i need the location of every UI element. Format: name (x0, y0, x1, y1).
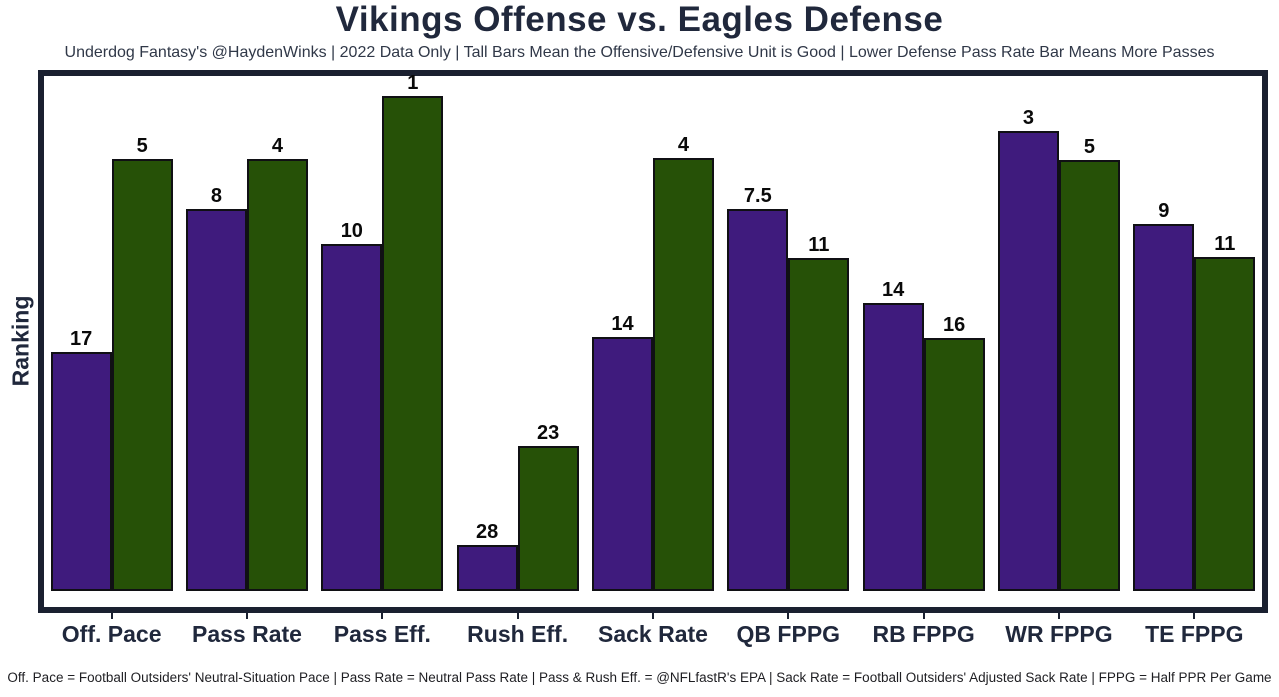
defense-bar: 1 (382, 72, 444, 591)
offense-bar: 9 (1133, 200, 1195, 591)
offense-bar: 10 (321, 220, 383, 591)
offense-bar: 14 (862, 279, 924, 591)
offense-bar-rect (997, 131, 1059, 591)
x-axis-category: TE FPPG (1127, 613, 1262, 648)
defense-bar-rect (1058, 160, 1120, 591)
x-axis-label: TE FPPG (1145, 621, 1244, 647)
bar-value-label: 9 (1158, 200, 1170, 222)
bar-value-label: 28 (476, 521, 499, 543)
chart-subtitle: Underdog Fantasy's @HaydenWinks | 2022 D… (64, 44, 1215, 61)
x-tick-mark (651, 613, 654, 619)
offense-bar-rect (591, 337, 653, 591)
bar-value-label: 11 (1214, 233, 1236, 255)
x-axis-category: Pass Rate (179, 613, 314, 648)
defense-bar-rect (517, 446, 579, 591)
plot-frame: 17 5 8 4 10 1 28 23 14 4 7.5 11 14 16 3 5 9 11 (38, 70, 1268, 613)
x-tick-mark (110, 613, 113, 619)
bar-value-label: 14 (882, 279, 905, 301)
defense-bar: 4 (652, 134, 714, 591)
x-axis-category: Sack Rate (585, 613, 720, 648)
bar-value-label: 5 (1083, 136, 1096, 158)
x-tick-mark (922, 613, 925, 619)
bars-row: 17 5 8 4 10 1 28 23 14 4 7.5 11 14 16 3 5 9 11 (44, 72, 1262, 607)
x-axis-label: Rush Eff. (467, 621, 569, 647)
bar-group: 17 5 (44, 76, 179, 591)
x-axis-category: WR FPPG (991, 613, 1126, 648)
bar-value-label: 10 (340, 220, 363, 242)
chart-title: Vikings Offense vs. Eagles Defense (335, 0, 944, 39)
x-axis-label: Pass Rate (192, 621, 302, 647)
offense-bar: 28 (456, 521, 518, 591)
bar-value-label: 7.5 (743, 185, 772, 207)
defense-bar-rect (788, 258, 850, 591)
bar-value-label: 4 (677, 134, 690, 156)
offense-bar-rect (321, 244, 383, 591)
x-axis-category: RB FPPG (856, 613, 991, 648)
bar-group: 7.5 11 (721, 76, 856, 591)
defense-bar-rect (652, 158, 714, 591)
x-axis-label: Off. Pace (61, 621, 162, 647)
defense-bar: 23 (517, 422, 579, 591)
bar-value-label: 3 (1022, 107, 1035, 129)
bar-value-label: 14 (611, 313, 634, 335)
offense-bar-rect (727, 209, 789, 591)
x-axis-label: WR FPPG (1005, 621, 1113, 647)
x-tick-mark (1193, 613, 1196, 619)
offense-bar: 8 (185, 185, 247, 591)
x-axis-labels: Off. Pace Pass Rate Pass Eff. Rush Eff. Sack… (44, 613, 1262, 648)
bar-value-label: 11 (808, 234, 830, 256)
defense-bar: 16 (923, 314, 985, 591)
x-axis-label: QB FPPG (736, 621, 841, 647)
offense-bar-rect (185, 209, 247, 591)
offense-bar: 17 (50, 328, 112, 591)
defense-bar: 11 (788, 234, 850, 591)
x-axis-category: Off. Pace (44, 613, 179, 648)
defense-bar-rect (923, 338, 985, 591)
x-axis-label: RB FPPG (872, 621, 975, 647)
defense-bar: 4 (246, 135, 308, 591)
offense-bar: 7.5 (727, 185, 789, 591)
x-axis-category: QB FPPG (721, 613, 856, 648)
bar-group: 14 16 (856, 76, 991, 591)
bar-group: 28 23 (450, 76, 585, 591)
x-tick-mark (245, 613, 248, 619)
offense-bar: 14 (591, 313, 653, 591)
x-axis-category: Rush Eff. (450, 613, 585, 648)
bar-group: 14 4 (585, 76, 720, 591)
bar-value-label: 16 (943, 314, 966, 336)
bar-value-label: 17 (70, 328, 93, 350)
y-axis-label: Ranking (7, 295, 34, 387)
footnote-caption: Off. Pace = Football Outsiders' Neutral-… (7, 670, 1272, 685)
offense-bar-rect (862, 303, 924, 591)
x-axis-label: Pass Eff. (333, 621, 431, 647)
bar-group: 10 1 (315, 72, 450, 591)
offense-bar-rect (50, 352, 112, 591)
bar-value-label: 23 (537, 422, 560, 444)
defense-bar-rect (111, 159, 173, 591)
offense-bar-rect (1133, 224, 1195, 591)
bar-value-label: 5 (136, 135, 148, 157)
x-tick-mark (381, 613, 384, 619)
bar-group: 9 11 (1127, 76, 1262, 591)
x-axis-label: Sack Rate (597, 621, 708, 647)
defense-bar: 5 (1058, 136, 1120, 591)
x-axis-category: Pass Eff. (315, 613, 450, 648)
defense-bar-rect (1194, 257, 1256, 591)
bar-value-label: 4 (271, 135, 284, 157)
offense-bar-rect (456, 545, 518, 591)
x-tick-mark (787, 613, 790, 619)
defense-bar-rect (382, 96, 444, 591)
defense-bar: 5 (111, 135, 173, 591)
defense-bar-rect (246, 159, 308, 591)
offense-bar: 3 (997, 107, 1059, 591)
x-tick-mark (516, 613, 519, 619)
defense-bar: 11 (1194, 233, 1256, 591)
bar-value-label: 1 (407, 72, 419, 94)
bar-value-label: 8 (210, 185, 223, 207)
x-tick-mark (1057, 613, 1060, 619)
